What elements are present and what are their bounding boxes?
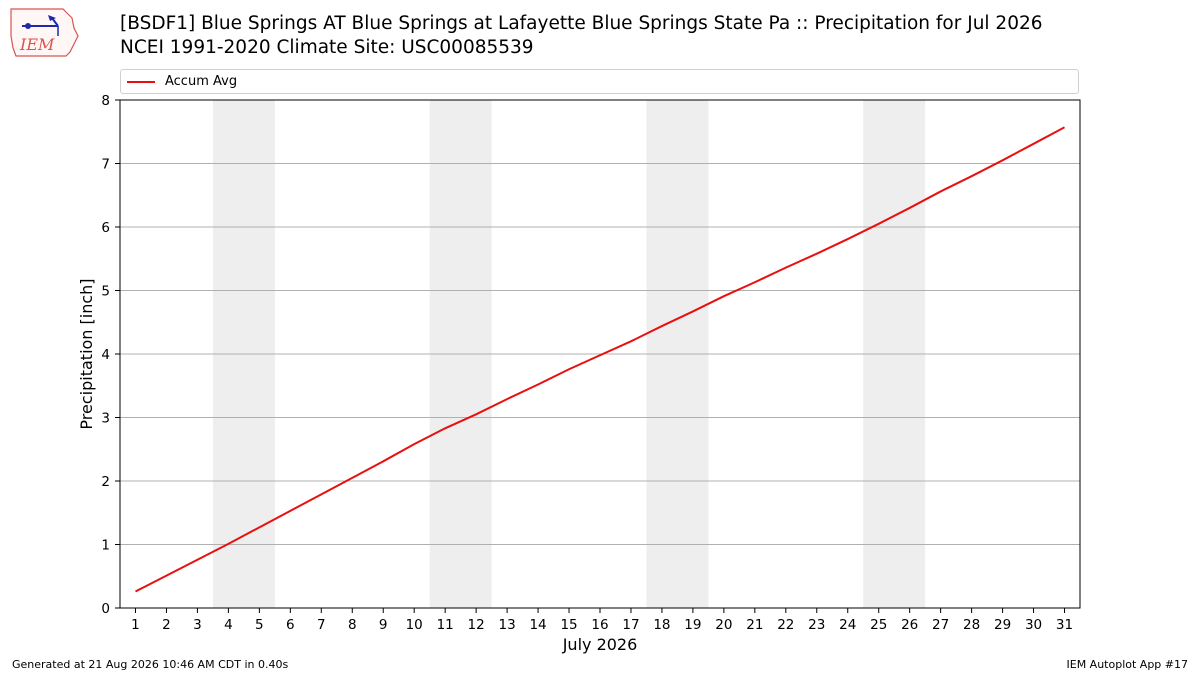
x-tick-label-4: 4 xyxy=(224,617,233,633)
y-tick-label-7: 7 xyxy=(101,157,110,173)
x-tick-label-29: 29 xyxy=(994,617,1011,633)
x-tick-label-21: 21 xyxy=(746,617,763,633)
x-tick-label-23: 23 xyxy=(808,617,825,633)
x-tick-label-30: 30 xyxy=(1025,617,1042,633)
y-tick-label-2: 2 xyxy=(101,474,110,490)
x-axis-label: July 2026 xyxy=(562,635,638,654)
x-tick-label-19: 19 xyxy=(684,617,701,633)
x-tick-label-1: 1 xyxy=(131,617,140,633)
x-tick-label-7: 7 xyxy=(317,617,326,633)
y-tick-label-6: 6 xyxy=(101,220,110,236)
x-tick-label-26: 26 xyxy=(901,617,918,633)
y-tick-label-4: 4 xyxy=(101,347,110,363)
x-tick-label-22: 22 xyxy=(777,617,794,633)
x-tick-label-20: 20 xyxy=(715,617,732,633)
y-tick-label-5: 5 xyxy=(101,284,110,300)
x-tick-label-31: 31 xyxy=(1056,617,1073,633)
x-tick-label-13: 13 xyxy=(499,617,516,633)
y-axis-label: Precipitation [inch] xyxy=(77,278,96,429)
x-tick-label-25: 25 xyxy=(870,617,887,633)
x-tick-label-5: 5 xyxy=(255,617,264,633)
x-tick-label-24: 24 xyxy=(839,617,856,633)
x-tick-label-2: 2 xyxy=(162,617,171,633)
x-tick-label-8: 8 xyxy=(348,617,357,633)
y-tick-label-8: 8 xyxy=(101,93,110,109)
x-tick-label-6: 6 xyxy=(286,617,295,633)
x-tick-label-12: 12 xyxy=(468,617,485,633)
x-tick-label-11: 11 xyxy=(437,617,454,633)
x-tick-label-10: 10 xyxy=(406,617,423,633)
x-tick-label-15: 15 xyxy=(560,617,577,633)
y-tick-label-3: 3 xyxy=(101,411,110,427)
x-tick-label-16: 16 xyxy=(591,617,608,633)
x-tick-label-9: 9 xyxy=(379,617,388,633)
x-tick-label-17: 17 xyxy=(622,617,639,633)
x-tick-label-27: 27 xyxy=(932,617,949,633)
x-tick-label-28: 28 xyxy=(963,617,980,633)
y-tick-label-0: 0 xyxy=(101,601,110,617)
x-tick-label-3: 3 xyxy=(193,617,202,633)
x-tick-label-14: 14 xyxy=(529,617,546,633)
y-tick-label-1: 1 xyxy=(101,538,110,554)
footer-app: IEM Autoplot App #17 xyxy=(1067,658,1189,671)
x-tick-label-18: 18 xyxy=(653,617,670,633)
footer-generated: Generated at 21 Aug 2026 10:46 AM CDT in… xyxy=(12,658,288,671)
